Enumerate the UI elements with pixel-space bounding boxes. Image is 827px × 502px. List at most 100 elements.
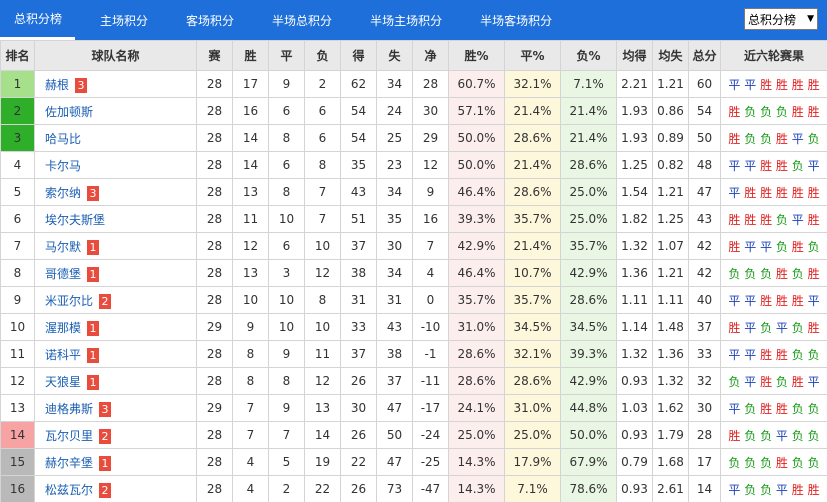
rank-cell: 11 xyxy=(0,340,35,368)
team-link[interactable]: 瓦尔贝里 xyxy=(45,428,94,443)
played-cell: 28 xyxy=(196,259,233,287)
draws-cell: 9 xyxy=(268,340,305,368)
red-card-badge: 2 xyxy=(99,293,112,309)
team-cell: 天狼星 1 xyxy=(34,367,197,395)
team-link[interactable]: 诺科平 xyxy=(45,347,82,362)
lose-pct-cell: 78.6% xyxy=(560,475,617,502)
avg-against-cell: 1.25 xyxy=(652,205,689,233)
avg-for-cell: 0.93 xyxy=(616,475,653,502)
avg-against-cell: 1.62 xyxy=(652,394,689,422)
team-link[interactable]: 卡尔马 xyxy=(45,158,82,173)
goals-against-cell: 34 xyxy=(376,178,413,206)
team-link[interactable]: 马尔默 xyxy=(45,239,82,254)
table-row: 7 马尔默 1 28 12 6 10 37 30 7 42.9% 21.4% 35.7% 1.32 1.07… xyxy=(0,232,827,260)
tab-home-standings[interactable]: 主场积分 xyxy=(100,13,149,28)
points-cell: 28 xyxy=(688,421,721,449)
avg-against-cell: 1.21 xyxy=(652,259,689,287)
wins-cell: 17 xyxy=(232,70,269,98)
recent-results-cell: 平 负 负 平 胜 胜 xyxy=(720,475,827,502)
team-link[interactable]: 天狼星 xyxy=(45,374,82,389)
team-link[interactable]: 索尔纳 xyxy=(45,185,82,200)
lose-pct-cell: 25.0% xyxy=(560,205,617,233)
draws-cell: 10 xyxy=(268,313,305,341)
tab-halftime-total[interactable]: 半场总积分 xyxy=(272,13,333,28)
goals-for-cell: 37 xyxy=(340,232,377,260)
points-cell: 14 xyxy=(688,475,721,502)
tab-halftime-away[interactable]: 半场客场积分 xyxy=(480,13,553,28)
recent-result: 负 xyxy=(760,455,773,470)
team-link[interactable]: 迪格弗斯 xyxy=(45,401,94,416)
goal-diff-cell: -24 xyxy=(412,421,449,449)
lose-pct-cell: 67.9% xyxy=(560,448,617,476)
rank-cell: 5 xyxy=(0,178,35,206)
recent-results-cell: 平 平 胜 胜 胜 平 xyxy=(720,286,827,314)
goals-against-cell: 25 xyxy=(376,124,413,152)
avg-for-cell: 0.79 xyxy=(616,448,653,476)
recent-results-cell: 平 平 胜 胜 胜 胜 xyxy=(720,70,827,98)
tab-halftime-home[interactable]: 半场主场积分 xyxy=(370,13,443,28)
recent-result: 胜 xyxy=(775,131,788,146)
red-card-badge: 1 xyxy=(87,239,100,255)
losses-cell: 7 xyxy=(304,178,341,206)
team-cell: 埃尔夫斯堡 xyxy=(34,205,197,233)
avg-against-cell: 1.48 xyxy=(652,313,689,341)
chevron-down-icon: ▼ xyxy=(807,14,814,24)
red-card-badge: 1 xyxy=(87,347,100,363)
played-cell: 28 xyxy=(196,448,233,476)
losses-cell: 7 xyxy=(304,205,341,233)
recent-result: 负 xyxy=(775,212,788,227)
draw-pct-cell: 25.0% xyxy=(504,421,561,449)
team-link[interactable]: 赫根 xyxy=(45,77,70,92)
draw-pct-cell: 17.9% xyxy=(504,448,561,476)
team-link[interactable]: 米亚尔比 xyxy=(45,293,94,308)
recent-result: 负 xyxy=(791,158,804,173)
header-col-avg-against: 均失 xyxy=(652,40,689,71)
losses-cell: 8 xyxy=(304,286,341,314)
team-link[interactable]: 哈马比 xyxy=(45,131,82,146)
goals-against-cell: 34 xyxy=(376,70,413,98)
avg-for-cell: 1.36 xyxy=(616,259,653,287)
red-card-badge: 1 xyxy=(87,266,100,282)
points-cell: 54 xyxy=(688,97,721,125)
goal-diff-cell: 4 xyxy=(412,259,449,287)
red-card-badge: 2 xyxy=(99,482,112,498)
recent-result: 平 xyxy=(791,131,804,146)
recent-result: 平 xyxy=(807,374,820,389)
recent-result: 胜 xyxy=(728,131,741,146)
points-cell: 30 xyxy=(688,394,721,422)
team-link[interactable]: 渥那模 xyxy=(45,320,82,335)
recent-result: 胜 xyxy=(775,347,788,362)
table-row: 15 赫尔辛堡 1 28 4 5 19 22 47 -25 14.3% 17.9% 67.9% 0.79 1… xyxy=(0,448,827,476)
win-pct-cell: 39.3% xyxy=(448,205,505,233)
team-link[interactable]: 哥德堡 xyxy=(45,266,82,281)
recent-result: 胜 xyxy=(807,266,820,281)
goals-against-cell: 23 xyxy=(376,151,413,179)
recent-result: 平 xyxy=(791,212,804,227)
rank-cell: 9 xyxy=(0,286,35,314)
avg-against-cell: 0.89 xyxy=(652,124,689,152)
standings-select[interactable]: 总积分榜 ▼ xyxy=(744,8,818,30)
draw-pct-cell: 7.1% xyxy=(504,475,561,502)
draws-cell: 9 xyxy=(268,70,305,98)
tab-away-standings[interactable]: 客场积分 xyxy=(186,13,235,28)
recent-result: 负 xyxy=(744,455,757,470)
tab-total-standings[interactable]: 总积分榜 xyxy=(0,0,76,40)
goals-for-cell: 38 xyxy=(340,259,377,287)
played-cell: 28 xyxy=(196,421,233,449)
recent-result: 胜 xyxy=(807,77,820,92)
team-link[interactable]: 埃尔夫斯堡 xyxy=(45,212,106,227)
recent-results-cell: 平 负 胜 胜 负 负 xyxy=(720,394,827,422)
header-col-recent: 近六轮赛果 xyxy=(720,40,827,71)
avg-for-cell: 1.03 xyxy=(616,394,653,422)
lose-pct-cell: 50.0% xyxy=(560,421,617,449)
team-link[interactable]: 赫尔辛堡 xyxy=(45,455,94,470)
team-link[interactable]: 佐加顿斯 xyxy=(45,104,94,119)
draws-cell: 6 xyxy=(268,232,305,260)
wins-cell: 12 xyxy=(232,232,269,260)
played-cell: 28 xyxy=(196,232,233,260)
team-link[interactable]: 松兹瓦尔 xyxy=(45,482,94,497)
played-cell: 28 xyxy=(196,178,233,206)
goals-for-cell: 51 xyxy=(340,205,377,233)
win-pct-cell: 24.1% xyxy=(448,394,505,422)
recent-result: 平 xyxy=(807,293,820,308)
